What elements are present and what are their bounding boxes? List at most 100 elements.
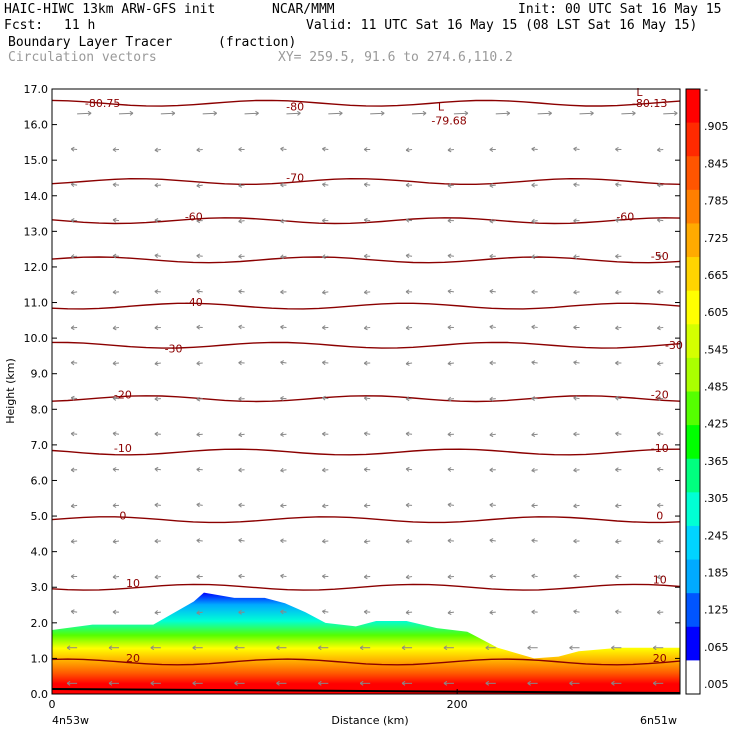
wind-vector (573, 431, 580, 437)
contour-label: L (438, 100, 445, 113)
wind-vector (573, 609, 580, 615)
wind-vector (322, 360, 329, 366)
wind-vector (196, 467, 203, 473)
x-axis: 0 200 (49, 689, 468, 711)
wind-vector (280, 324, 287, 330)
contour-labels: -80.75 -80 L-79.68L-80.13-70-60 -60-50-40-3… (85, 86, 683, 665)
wind-vector (489, 253, 496, 259)
wind-vector (70, 289, 78, 295)
wind-vector (611, 645, 622, 651)
wind-vector (405, 325, 413, 331)
colorbar-frame (685, 88, 701, 695)
wind-vector (70, 431, 78, 437)
circulation-vectors (66, 110, 678, 686)
wind-vector (573, 254, 580, 260)
wind-vector (154, 182, 161, 188)
y-tick-label: 1.0 (31, 652, 49, 665)
colorbar-swatch (686, 559, 700, 594)
wind-vector (196, 538, 203, 544)
wind-vector (531, 146, 538, 152)
wind-vector (615, 574, 622, 580)
contour-label: 0 (119, 510, 126, 523)
wind-vector (405, 289, 413, 295)
wind-vector (363, 539, 371, 544)
wind-vector (489, 432, 496, 438)
wind-vector (405, 502, 413, 508)
wind-vector (489, 467, 496, 473)
wind-vector (485, 645, 496, 651)
wind-vector (531, 218, 538, 224)
wind-vector (322, 503, 329, 509)
wind-vector (489, 360, 496, 366)
wind-vector (70, 146, 78, 152)
wind-vector (573, 538, 580, 544)
wind-vector (573, 573, 580, 579)
contour-label: -20 (114, 389, 132, 402)
y-tick-label: 7.0 (31, 439, 49, 452)
wind-vector (489, 538, 496, 543)
wind-vector (615, 182, 622, 188)
wind-vector (489, 610, 496, 615)
wind-vector (531, 609, 538, 615)
wind-vector (573, 146, 580, 152)
contour-label: L (636, 86, 643, 99)
colorbar-label: .545 (704, 343, 729, 356)
wind-vector (489, 289, 496, 294)
wind-vector (112, 182, 120, 188)
isotherm--40 (52, 302, 680, 310)
isotherm--80 (52, 99, 680, 107)
wind-vector (322, 289, 329, 295)
wind-vector (154, 610, 161, 615)
contour-label: -40 (185, 296, 203, 309)
wind-vector (196, 360, 203, 366)
wind-vector (66, 680, 78, 686)
wind-vector (318, 645, 329, 651)
wind-vector (112, 360, 120, 366)
init-time: Init: 00 UTC Sat 16 May 15 (518, 2, 722, 17)
colorbar-label: .425 (704, 418, 729, 431)
plot-frame (51, 88, 681, 695)
wind-vector (238, 147, 245, 152)
colorbar-label: .305 (704, 492, 729, 505)
wind-vector (656, 574, 664, 580)
wind-vector (318, 680, 329, 686)
wind-vector (527, 680, 538, 686)
y-tick-label: 4.0 (31, 546, 49, 559)
wind-vector (615, 325, 622, 331)
wind-vector (154, 466, 161, 472)
wind-vector (489, 147, 496, 152)
colorbar-swatch (686, 660, 700, 695)
wind-vector (154, 147, 161, 153)
wind-vector (447, 502, 454, 508)
colorbar-label: .845 (704, 157, 729, 170)
wind-vector (447, 147, 454, 153)
wind-vector (652, 645, 664, 651)
wind-vector (196, 218, 203, 224)
wind-vector (154, 361, 161, 366)
wind-vector (447, 396, 454, 402)
wind-vector (615, 467, 622, 473)
wind-vector (322, 325, 329, 330)
colorbar-swatch (686, 425, 700, 460)
colorbar-swatch (686, 593, 700, 628)
wind-vector (70, 218, 78, 223)
wind-vector (489, 502, 496, 508)
y-tick-label: 2.0 (31, 617, 49, 630)
wind-vector (615, 289, 622, 295)
wind-vector (405, 182, 413, 188)
contour-label: 20 (126, 652, 140, 665)
wind-vector (322, 218, 329, 224)
wind-vector (363, 182, 371, 188)
wind-vector (280, 573, 287, 579)
wind-vector (401, 645, 413, 651)
wind-vector (359, 645, 371, 651)
wind-vector (656, 147, 664, 153)
isotherm-0 (52, 516, 680, 524)
colorbar-swatch (686, 626, 700, 661)
wind-vector (112, 396, 120, 401)
wind-vector (280, 609, 287, 615)
wind-vector (66, 645, 78, 651)
wind-vector (405, 361, 413, 366)
wind-vector (579, 110, 594, 116)
